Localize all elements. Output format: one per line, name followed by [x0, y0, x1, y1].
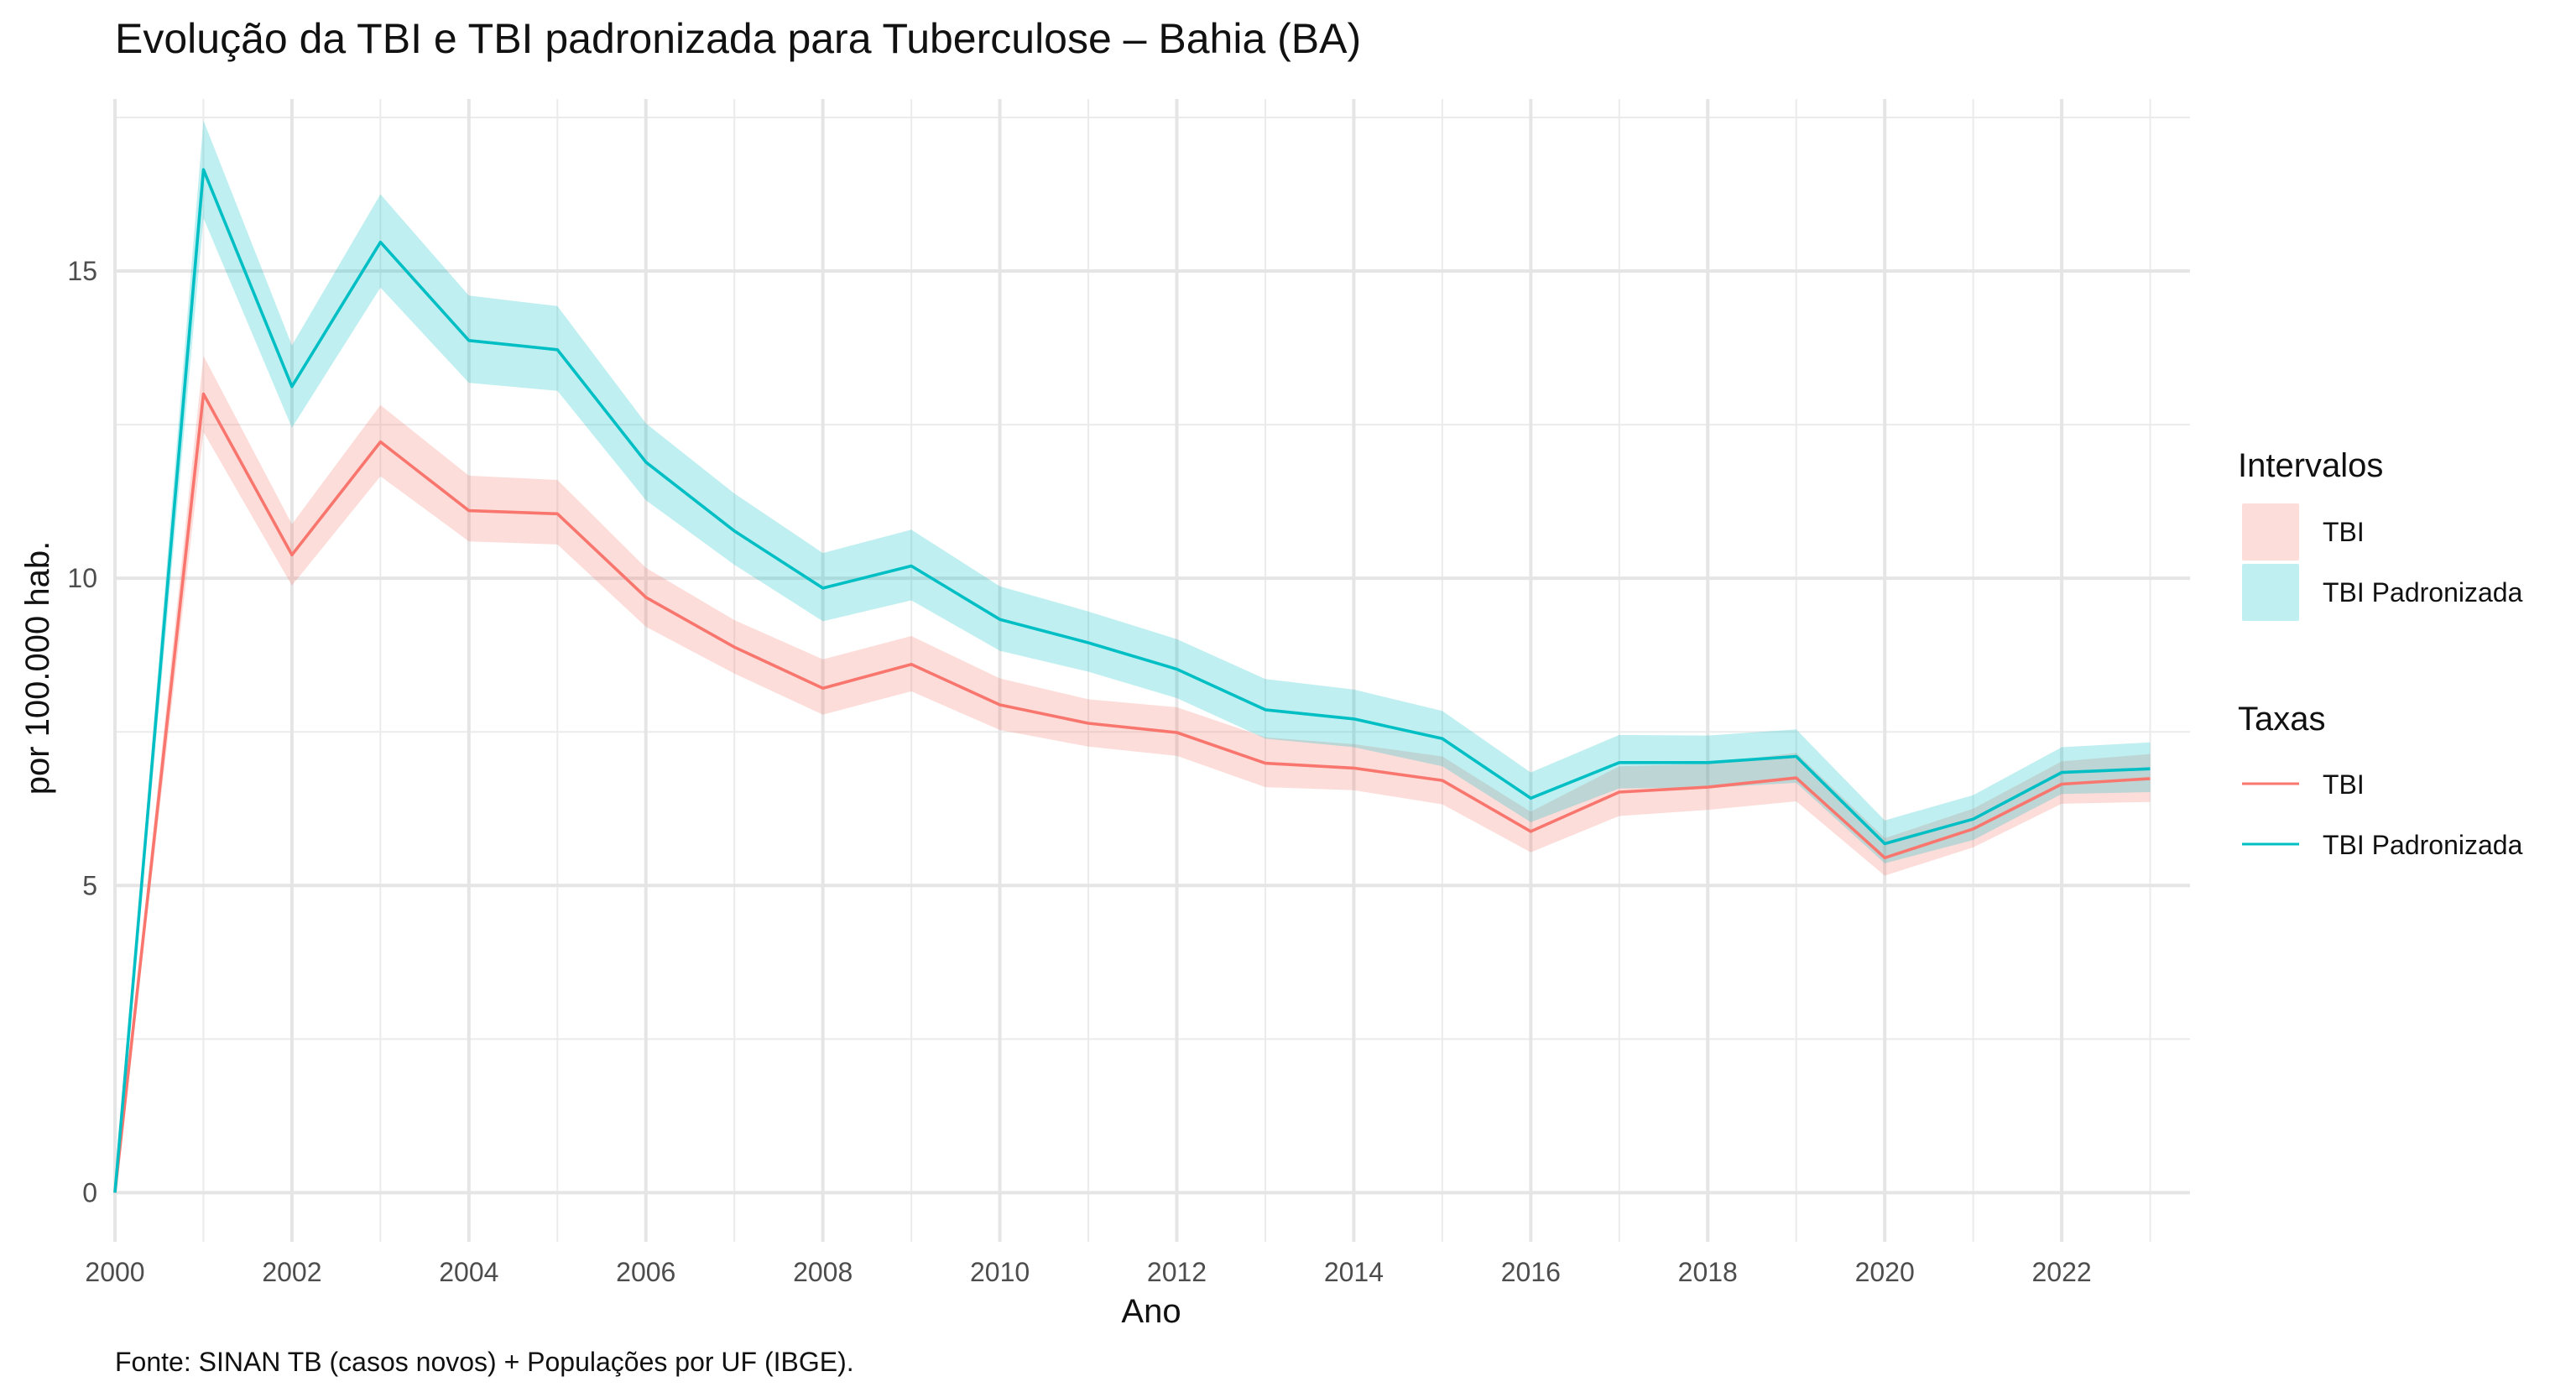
- y-axis-title: por 100.000 hab.: [19, 541, 56, 795]
- legend-ribbon-swatch-tbi-padronizada: [2242, 564, 2299, 621]
- legend-label-intervalo-tbi: TBI: [2323, 517, 2365, 547]
- x-tick-label: 2018: [1678, 1257, 1738, 1287]
- chart-title: Evolução da TBI e TBI padronizada para T…: [115, 15, 1361, 62]
- x-tick-label: 2010: [970, 1257, 1030, 1287]
- x-tick-label: 2022: [2031, 1257, 2091, 1287]
- y-tick-label: 15: [67, 256, 97, 286]
- source-caption: Fonte: SINAN TB (casos novos) + Populaçõ…: [115, 1347, 854, 1377]
- legend-label-intervalo-tbi-padronizada: TBI Padronizada: [2323, 577, 2523, 607]
- legend-label-taxa-tbi: TBI: [2323, 769, 2365, 800]
- x-axis-title: Ano: [1121, 1293, 1181, 1330]
- legend-ribbon-swatch-tbi: [2242, 503, 2299, 561]
- line-layer: [113, 168, 2151, 1193]
- x-tick-label: 2020: [1855, 1257, 1915, 1287]
- x-tick-label: 2014: [1324, 1257, 1384, 1287]
- x-tick-label: 2002: [262, 1257, 321, 1287]
- ribbon-tbi: [115, 356, 2151, 1193]
- x-tick-label: 2008: [793, 1257, 853, 1287]
- x-tick-label: 2012: [1147, 1257, 1207, 1287]
- x-tick-label: 2016: [1501, 1257, 1561, 1287]
- x-tick-label: 2000: [85, 1257, 144, 1287]
- x-tick-label: 2004: [439, 1257, 498, 1287]
- legend-label-taxa-tbi-padronizada: TBI Padronizada: [2323, 830, 2523, 860]
- series-line-tbi: [113, 392, 2151, 1193]
- y-tick-label: 10: [67, 563, 97, 593]
- legend-title-taxas: Taxas: [2238, 701, 2326, 738]
- y-tick-label: 5: [82, 870, 97, 900]
- legend: Intervalos TBI TBI Padronizada Taxas TBI…: [2238, 447, 2523, 860]
- y-tick-label: 0: [82, 1177, 97, 1207]
- series-line-tbi-padronizada: [113, 168, 2151, 1193]
- legend-title-intervalos: Intervalos: [2238, 447, 2383, 484]
- grid-layer: [113, 99, 2190, 1242]
- x-tick-label: 2006: [616, 1257, 675, 1287]
- tick-label-layer: 0 5 10 15 2000 2002 2004 2006 2008 2010 2012 2014 20…: [67, 256, 2091, 1287]
